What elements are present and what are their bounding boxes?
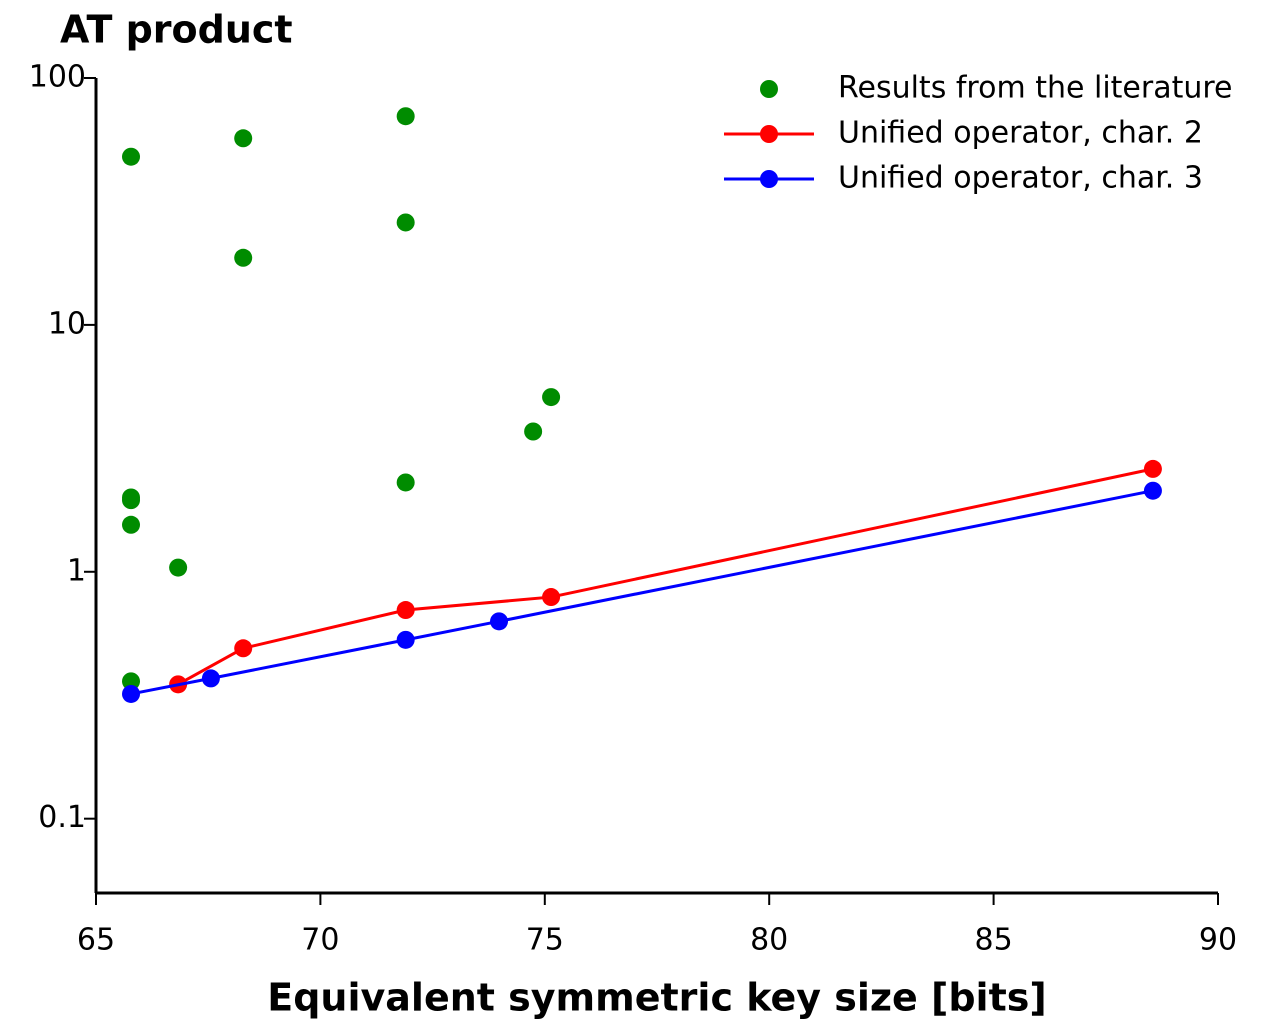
chart-title: AT product <box>60 8 293 52</box>
data-point <box>396 601 415 620</box>
x-tick-label: 80 <box>750 923 788 958</box>
data-point <box>122 515 141 534</box>
data-point <box>169 558 188 577</box>
data-point <box>122 672 141 691</box>
data-point <box>396 630 415 649</box>
data-point <box>122 684 141 703</box>
data-point <box>396 473 415 492</box>
data-point <box>201 669 220 688</box>
data-point <box>396 213 415 232</box>
x-tick-label: 65 <box>77 923 115 958</box>
x-tick-label: 75 <box>526 923 564 958</box>
y-tick-label: 10 <box>48 306 86 341</box>
data-point <box>1143 459 1162 478</box>
data-point <box>490 612 509 631</box>
y-tick-label: 1 <box>67 553 86 588</box>
legend-label: Results from the literature <box>838 71 1233 106</box>
data-point <box>122 491 141 510</box>
legend-marker <box>760 80 778 98</box>
x-tick-label: 70 <box>301 923 339 958</box>
data-point <box>396 107 415 126</box>
legend-label: Unified operator, char. 2 <box>838 116 1203 151</box>
data-point <box>234 639 253 658</box>
series-line <box>177 467 1154 686</box>
legend-marker <box>760 170 778 188</box>
series-line <box>130 489 1154 696</box>
data-point <box>542 588 561 607</box>
y-tick-label: 100 <box>29 60 86 95</box>
data-point <box>234 248 253 267</box>
x-tick-label: 85 <box>975 923 1013 958</box>
y-tick-label: 0.1 <box>38 800 86 835</box>
data-point <box>1143 481 1162 500</box>
legend-label: Unified operator, char. 3 <box>838 161 1203 196</box>
legend-marker <box>760 125 778 143</box>
data-point <box>122 147 141 166</box>
data-point <box>524 422 543 441</box>
x-axis-label: Equivalent symmetric key size [bits] <box>267 976 1046 1020</box>
data-point <box>234 129 253 148</box>
data-point <box>542 388 561 407</box>
x-tick-label: 90 <box>1199 923 1237 958</box>
